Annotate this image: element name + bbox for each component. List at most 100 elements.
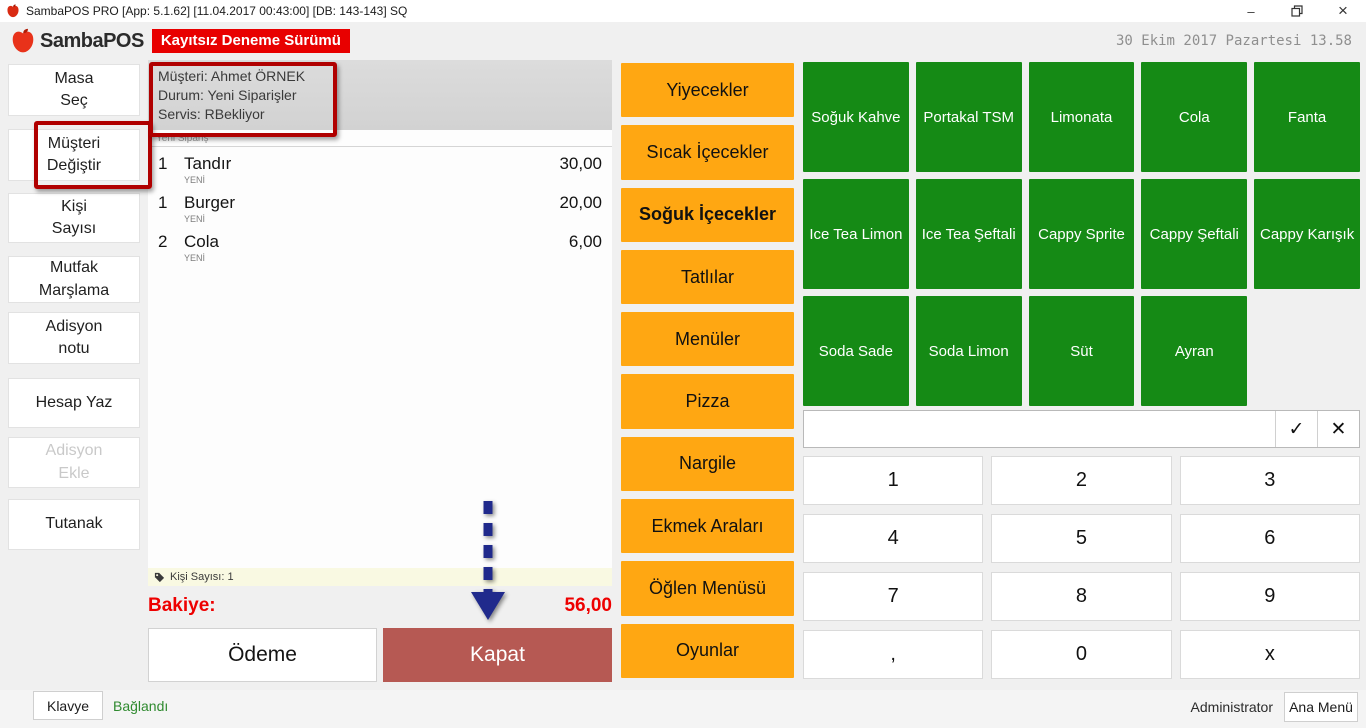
- window-title: SambaPOS PRO [App: 5.1.62] [11.04.2017 0…: [26, 4, 408, 18]
- order-price: 6,00: [568, 232, 602, 251]
- order-name: Burger: [184, 193, 236, 212]
- sidebar-item-mutfak-marslama[interactable]: Mutfak Marşlama: [8, 256, 140, 303]
- window-controls: – ×: [1228, 0, 1366, 22]
- trial-badge: Kayıtsız Deneme Sürümü: [151, 29, 350, 53]
- order-name: Tandır: [184, 154, 232, 173]
- payment-button[interactable]: Ödeme: [148, 628, 377, 682]
- order-row[interactable]: 1 Burger 20,00 YENİ: [148, 186, 612, 225]
- product-soguk-kahve[interactable]: Soğuk Kahve: [803, 62, 909, 172]
- statusbar: Klavye Bağlandı Administrator Ana Menü: [0, 690, 1366, 728]
- product-soda-sade[interactable]: Soda Sade: [803, 296, 909, 406]
- restore-icon: [1291, 5, 1303, 17]
- ticket-service-line: Servis: RBekliyor: [158, 105, 265, 122]
- numpad-key-9[interactable]: 9: [1179, 572, 1360, 621]
- ticket-customer-line: Müşteri: Ahmet ÖRNEK: [158, 68, 306, 84]
- ticket-header: Müşteri: Ahmet ÖRNEK Durum: Yeni Sipariş…: [148, 60, 612, 130]
- user-label: Administrator: [1190, 699, 1273, 715]
- order-price: 30,00: [559, 154, 602, 173]
- product-cola[interactable]: Cola: [1141, 62, 1248, 172]
- category-sicak-icecekler[interactable]: Sıcak İçecekler: [621, 125, 794, 180]
- sidebar-item-kisi-sayisi[interactable]: Kişi Sayısı: [8, 193, 140, 243]
- order-qty: 1: [158, 154, 168, 173]
- product-sut[interactable]: Süt: [1028, 296, 1135, 406]
- close-ticket-button[interactable]: Kapat: [383, 628, 612, 682]
- numpad-key-6[interactable]: 6: [1179, 514, 1360, 563]
- numpad-key-5[interactable]: 5: [991, 514, 1172, 563]
- product-portakal-tsm[interactable]: Portakal TSM: [915, 62, 1022, 172]
- numpad-key-4[interactable]: 4: [803, 514, 984, 563]
- product-limonata[interactable]: Limonata: [1028, 62, 1135, 172]
- product-ayran[interactable]: Ayran: [1141, 296, 1248, 406]
- statusbar-right: Administrator Ana Menü: [1191, 690, 1358, 724]
- keyboard-button[interactable]: Klavye: [33, 691, 103, 720]
- numpad-keys: 1 2 3 4 5 6 7 8 9 , 0 x: [803, 456, 1360, 679]
- balance-row: Bakiye: 56,00: [148, 588, 612, 624]
- numpad-key-2[interactable]: 2: [991, 456, 1172, 505]
- main-menu-button[interactable]: Ana Menü: [1284, 692, 1358, 722]
- product-fanta[interactable]: Fanta: [1254, 62, 1360, 172]
- numpad-key-8[interactable]: 8: [991, 572, 1172, 621]
- order-row[interactable]: 1 Tandır 30,00 YENİ: [148, 147, 612, 186]
- product-grid: Soğuk Kahve Portakal TSM Limonata Cola F…: [803, 62, 1360, 406]
- numpad-key-comma[interactable]: ,: [803, 630, 984, 679]
- balance-value: 56,00: [564, 595, 612, 616]
- category-oglen-menusu[interactable]: Öğlen Menüsü: [621, 561, 794, 616]
- sidebar-item-masa-sec[interactable]: Masa Seç: [8, 64, 140, 116]
- category-nargile[interactable]: Nargile: [621, 436, 794, 492]
- category-oyunlar[interactable]: Oyunlar: [621, 623, 794, 678]
- product-ice-tea-limon[interactable]: Ice Tea Limon: [803, 179, 909, 289]
- product-cappy-seftali[interactable]: Cappy Şeftali: [1141, 179, 1248, 289]
- order-section-label: Yeni Sipariş: [148, 130, 612, 147]
- person-count-note: Kişi Sayısı: 1: [170, 571, 234, 583]
- sidebar-item-hesap-yaz[interactable]: Hesap Yaz: [8, 378, 140, 428]
- brand-name: SambaPOS: [40, 29, 144, 52]
- product-ice-tea-seftali[interactable]: Ice Tea Şeftali: [915, 179, 1022, 289]
- cancel-icon[interactable]: ✕: [1317, 411, 1359, 447]
- sidebar-item-adisyon-ekle: Adisyon Ekle: [8, 437, 140, 488]
- category-pizza[interactable]: Pizza: [621, 374, 794, 429]
- ticket-status-line: Durum: Yeni Siparişler: [158, 86, 297, 103]
- app-apple-icon: [7, 4, 19, 18]
- confirm-icon[interactable]: ✓: [1275, 411, 1317, 447]
- order-price: 20,00: [559, 193, 602, 212]
- titlebar: SambaPOS PRO [App: 5.1.62] [11.04.2017 0…: [0, 0, 1366, 22]
- header-bar: SambaPOS Kayıtsız Deneme Sürümü 30 Ekim …: [0, 22, 1366, 60]
- category-menuler[interactable]: Menüler: [621, 312, 794, 367]
- close-button[interactable]: ×: [1338, 1, 1348, 20]
- balance-label: Bakiye:: [148, 595, 216, 616]
- numpad-input[interactable]: [804, 411, 1275, 447]
- sidebar-item-adisyon-notu[interactable]: Adisyon notu: [8, 312, 140, 364]
- person-count-bar: Kişi Sayısı: 1: [148, 568, 612, 586]
- product-cappy-sprite[interactable]: Cappy Sprite: [1028, 179, 1135, 289]
- product-soda-limon[interactable]: Soda Limon: [915, 296, 1022, 406]
- sidebar-item-tutanak[interactable]: Tutanak: [8, 499, 140, 550]
- sidebar-item-musteri-degistir[interactable]: Müşteri Değiştir: [8, 129, 140, 181]
- numpad-entry-row: ✓ ✕: [803, 410, 1360, 448]
- sambapos-logo-icon: [12, 28, 34, 53]
- numpad-key-7[interactable]: 7: [803, 572, 984, 621]
- order-name: Cola: [184, 232, 219, 251]
- connection-status: Bağlandı: [113, 697, 169, 714]
- category-soguk-icecekler[interactable]: Soğuk İçecekler: [621, 187, 794, 242]
- restore-button[interactable]: [1274, 0, 1320, 22]
- tag-icon: [154, 572, 165, 582]
- order-qty: 1: [158, 193, 168, 212]
- order-qty: 2: [158, 232, 168, 251]
- order-row[interactable]: 2 Cola 6,00 YENİ: [148, 225, 612, 264]
- order-state-tag: YENİ: [184, 214, 206, 224]
- category-yiyecekler[interactable]: Yiyecekler: [621, 63, 794, 118]
- product-cappy-karisik[interactable]: Cappy Karışık: [1254, 179, 1360, 289]
- numpad-key-1[interactable]: 1: [803, 456, 984, 505]
- numpad-key-x[interactable]: x: [1179, 630, 1360, 679]
- ticket-item-list: Yeni Sipariş 1 Tandır 30,00 YENİ 1 Burge…: [148, 130, 612, 568]
- order-state-tag: YENİ: [184, 253, 206, 263]
- order-state-tag: YENİ: [184, 175, 206, 185]
- minimize-button[interactable]: –: [1247, 3, 1255, 19]
- numpad-key-3[interactable]: 3: [1179, 456, 1360, 505]
- datetime-label: 30 Ekim 2017 Pazartesi 13.58: [1115, 33, 1352, 49]
- numpad-key-0[interactable]: 0: [991, 630, 1172, 679]
- category-ekmek-aralari[interactable]: Ekmek Araları: [621, 499, 794, 554]
- category-column: Yiyecekler Sıcak İçecekler Soğuk İçecekl…: [621, 63, 794, 678]
- category-tatlilar[interactable]: Tatlılar: [621, 249, 794, 305]
